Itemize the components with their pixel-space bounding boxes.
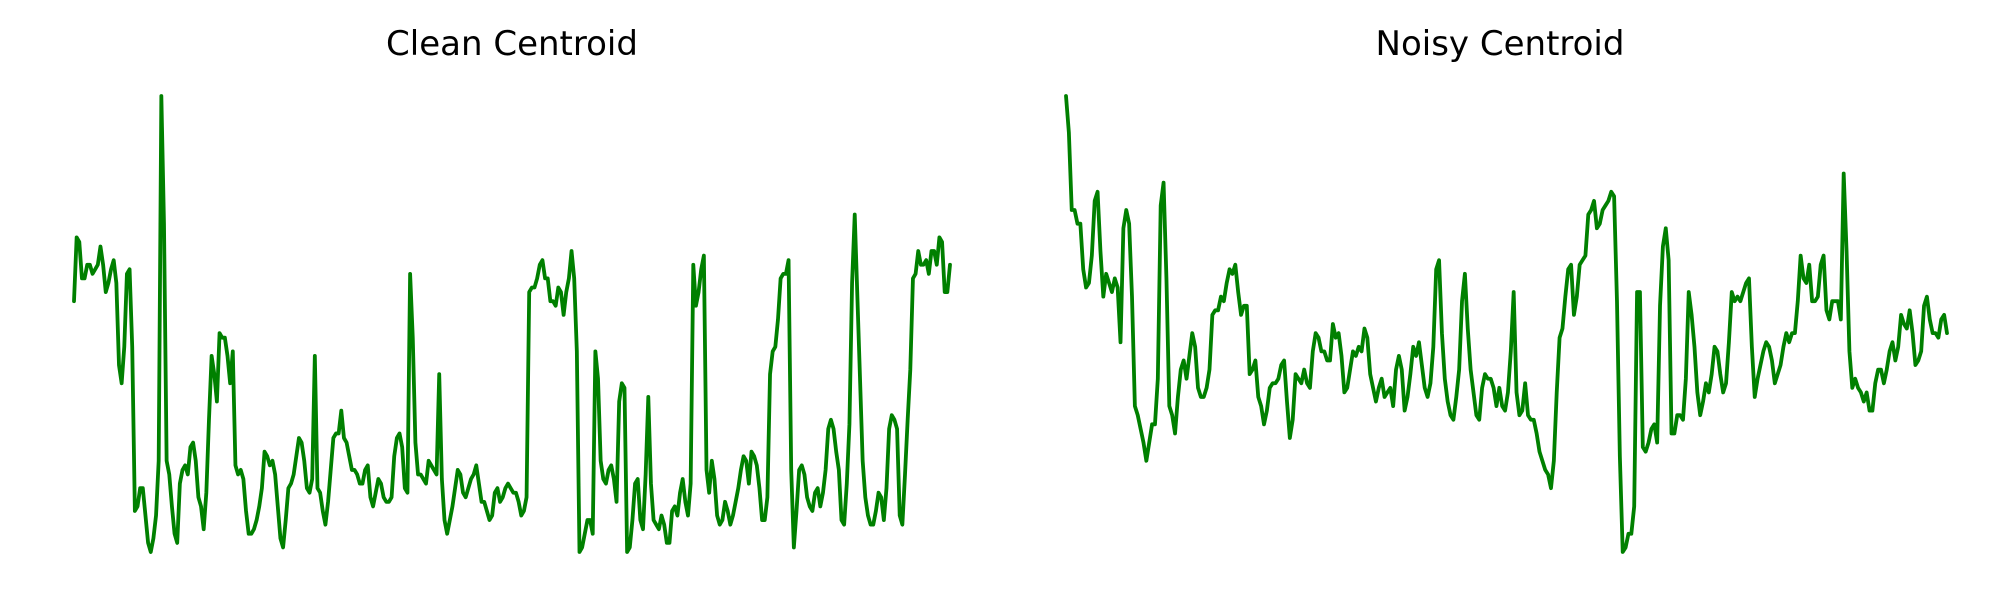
clean-centroid-title: Clean Centroid [386,24,638,64]
noisy-centroid-title: Noisy Centroid [1375,24,1625,64]
noisy-centroid-panel: Noisy Centroid [1000,0,2000,600]
centroid-line-1-0 [1064,94,1949,554]
clean-centroid-panel: Clean Centroid [72,24,952,554]
centroid-line-0-0 [72,94,952,554]
noisy-centroid-plot [1064,94,1949,554]
clean-centroid-plot [72,94,952,554]
